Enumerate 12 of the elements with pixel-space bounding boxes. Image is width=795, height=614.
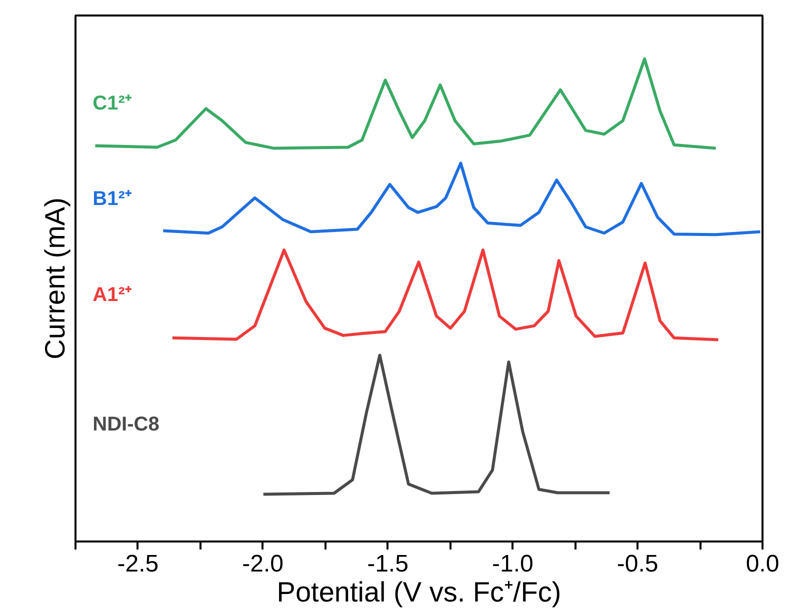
- x-tick-label: -1.0: [492, 550, 534, 578]
- x-tick-label: -2.0: [242, 550, 284, 578]
- x-tick-label: -1.5: [367, 550, 408, 578]
- x-tick-label: -0.5: [616, 550, 658, 578]
- text: A1²⁺: [92, 284, 132, 306]
- text: NDI-C8: [92, 414, 160, 436]
- series-label: C1²⁺: [92, 92, 132, 115]
- series-label: B1²⁺: [92, 188, 132, 210]
- x-axis-title: Potential (V vs. Fc⁺/Fc): [276, 576, 562, 608]
- x-tick-label: -2.5: [117, 550, 159, 578]
- x-tick-label: 0.0: [746, 550, 780, 578]
- y-axis-title: Current (mA): [40, 198, 70, 360]
